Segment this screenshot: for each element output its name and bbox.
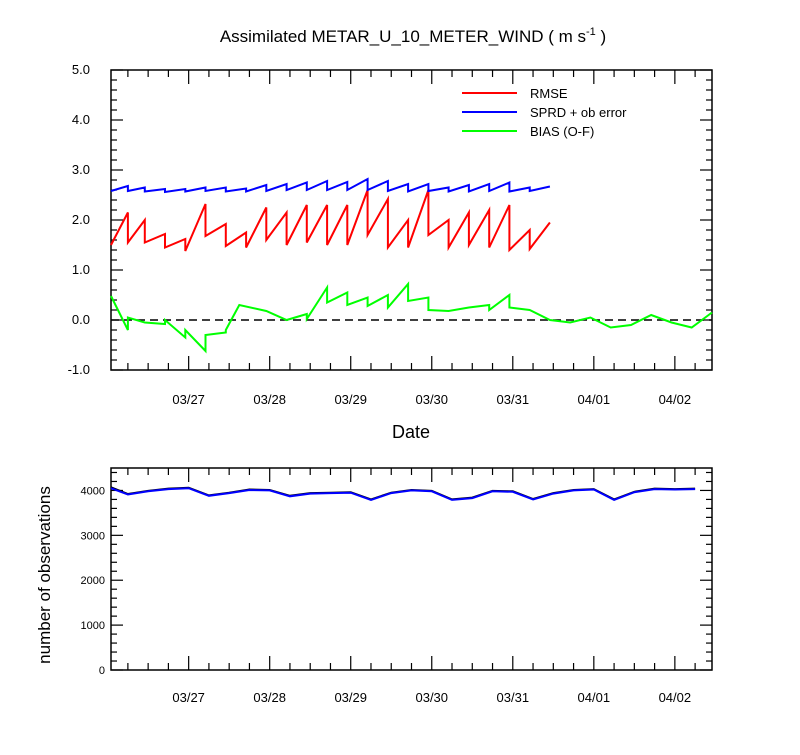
x-tick-label: 03/30 (415, 392, 448, 407)
bottom-y-axis-label: number of observations (35, 486, 54, 664)
legend-label: BIAS (O-F) (530, 124, 594, 139)
x-tick-label: 03/30 (415, 690, 448, 705)
plot-border (110, 467, 713, 671)
x-tick-label: 03/31 (497, 392, 530, 407)
y-tick-label: 4000 (81, 485, 105, 497)
x-tick-label: 03/27 (172, 392, 205, 407)
chart-title-main: Assimilated METAR_U_10_METER_WIND ( m s (220, 27, 586, 46)
y-tick-label: 3.0 (72, 162, 90, 177)
top-x-axis-label: Date (392, 422, 430, 442)
top-series-group (110, 177, 713, 354)
legend: RMSE SPRD + ob error BIAS (O-F) (462, 86, 627, 139)
bottom-plot-frame: 03/27 03/28 03/29 03/30 03/31 04/01 04/02 0 1000… (81, 467, 713, 705)
x-tick-label: 04/01 (578, 690, 611, 705)
y-tick-label: 0.0 (72, 312, 90, 327)
series-line-1 (110, 189, 551, 253)
y-tick-label: 0 (99, 665, 105, 677)
x-tick-label: 03/29 (334, 690, 367, 705)
x-tick-label: 04/02 (659, 392, 692, 407)
y-tick-label: 1000 (81, 620, 105, 632)
legend-label: RMSE (530, 86, 568, 101)
chart-title: Assimilated METAR_U_10_METER_WIND ( m s-… (220, 26, 606, 46)
x-tick-label: 04/02 (659, 690, 692, 705)
series-line-3 (110, 281, 713, 354)
y-tick-label: 4.0 (72, 112, 90, 127)
x-tick-label: 03/31 (497, 690, 530, 705)
series-line-2 (110, 177, 551, 194)
y-tick-label: 2000 (81, 575, 105, 587)
chart-title-superscript: -1 (586, 26, 596, 38)
legend-label: SPRD + ob error (530, 105, 627, 120)
top-plot-frame: 03/27 03/28 03/29 03/30 03/31 04/01 04/02 -1.0 0… (68, 62, 713, 407)
x-tick-label: 03/28 (253, 392, 286, 407)
series-line-2 (110, 487, 696, 501)
y-tick-label: -1.0 (68, 362, 90, 377)
x-tick-label: 03/29 (334, 392, 367, 407)
y-tick-label: 1.0 (72, 262, 90, 277)
y-tick-label: 5.0 (72, 62, 90, 77)
x-tick-label: 04/01 (578, 392, 611, 407)
chart-title-close: ) (596, 27, 606, 46)
y-tick-label: 2.0 (72, 212, 90, 227)
x-tick-label: 03/27 (172, 690, 205, 705)
bottom-series-group (110, 486, 696, 501)
x-tick-label: 03/28 (253, 690, 286, 705)
y-tick-label: 3000 (81, 530, 105, 542)
